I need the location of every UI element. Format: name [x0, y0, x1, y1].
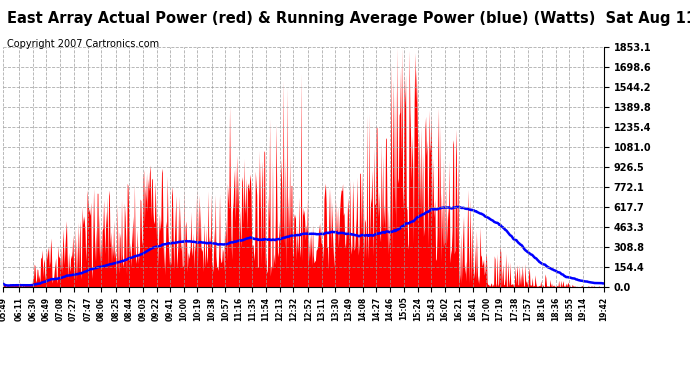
Text: East Array Actual Power (red) & Running Average Power (blue) (Watts)  Sat Aug 11: East Array Actual Power (red) & Running …	[7, 11, 690, 26]
Text: Copyright 2007 Cartronics.com: Copyright 2007 Cartronics.com	[7, 39, 159, 50]
